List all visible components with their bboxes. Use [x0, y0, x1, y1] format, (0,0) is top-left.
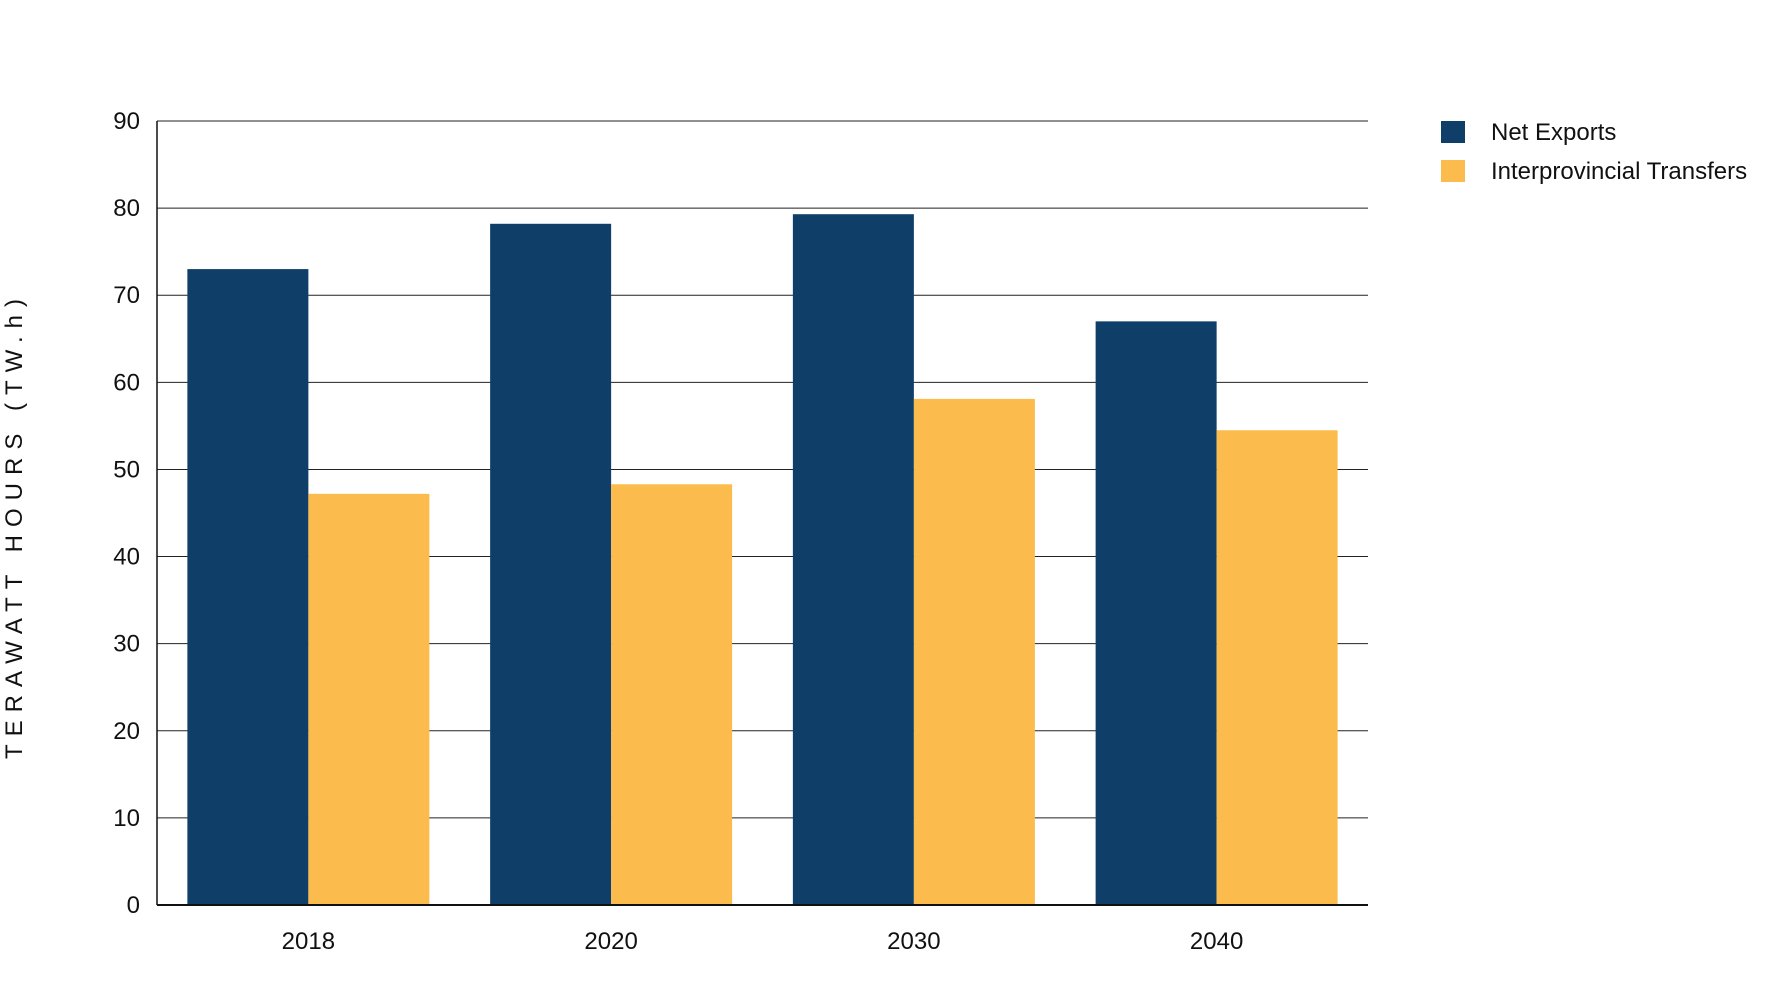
y-tick-label: 0 — [127, 892, 140, 919]
bar-net-exports-2018 — [187, 269, 309, 906]
x-category-label: 2040 — [1190, 928, 1243, 955]
legend-swatch — [1441, 160, 1465, 182]
x-category-label: 2018 — [282, 928, 335, 955]
y-tick-label: 70 — [113, 282, 140, 309]
legend-swatch — [1441, 121, 1465, 143]
bar-interprovincial-transfers-2030 — [913, 398, 1035, 905]
y-tick-label: 80 — [113, 195, 140, 222]
legend-label: Net Exports — [1491, 119, 1616, 146]
y-tick-label: 40 — [113, 544, 140, 571]
x-category-label: 2020 — [584, 928, 637, 955]
bar-interprovincial-transfers-2020 — [611, 484, 733, 905]
y-tick-label: 10 — [113, 805, 140, 832]
y-tick-label: 50 — [113, 456, 140, 483]
bar-net-exports-2020 — [490, 223, 612, 905]
legend-label: Interprovincial Transfers — [1491, 158, 1747, 185]
y-tick-label: 60 — [113, 369, 140, 396]
bar-net-exports-2040 — [1095, 321, 1217, 905]
x-category-label: 2030 — [887, 928, 940, 955]
y-tick-label: 30 — [113, 631, 140, 658]
axes — [156, 121, 1368, 906]
bar-interprovincial-transfers-2040 — [1216, 430, 1338, 905]
legend: Net Exports Interprovincial Transfers — [1441, 119, 1747, 185]
bar-net-exports-2030 — [792, 214, 914, 906]
y-tick-label: 90 — [113, 108, 140, 135]
bar-interprovincial-transfers-2018 — [308, 493, 430, 905]
bars — [187, 214, 1338, 906]
y-tick-label: 20 — [113, 718, 140, 745]
y-tick-labels: 0 10 20 30 40 50 60 70 80 90 — [113, 108, 140, 919]
y-axis-title: TERAWATT HOURS (TW.h) — [1, 291, 28, 759]
x-category-labels: 2018 2020 2030 2040 — [282, 928, 1244, 955]
